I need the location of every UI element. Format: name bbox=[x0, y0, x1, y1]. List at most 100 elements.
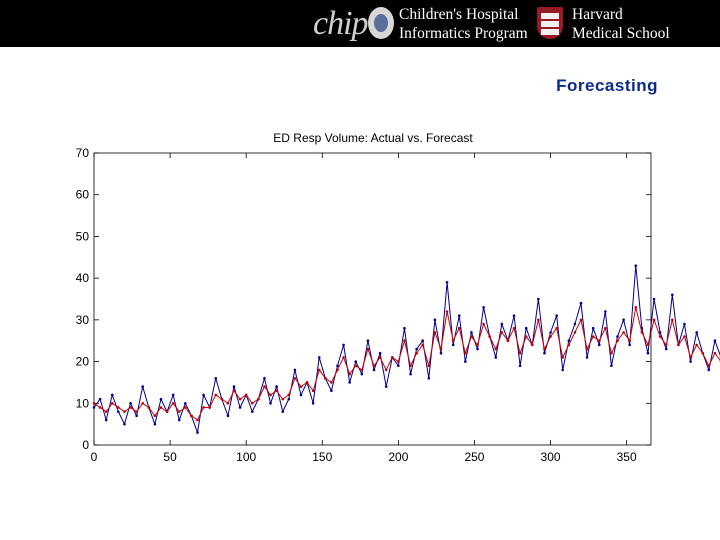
data-point-actual bbox=[135, 414, 138, 418]
y-tick-label: 70 bbox=[76, 146, 90, 160]
data-point-actual bbox=[494, 356, 498, 359]
slide-title: Forecasting bbox=[556, 76, 658, 95]
data-point-forecast bbox=[445, 310, 449, 313]
data-point-actual bbox=[263, 376, 266, 380]
data-point-forecast bbox=[591, 335, 595, 338]
data-point-actual bbox=[98, 397, 102, 401]
y-tick-label: 10 bbox=[76, 396, 90, 410]
data-point-actual bbox=[104, 418, 108, 422]
data-point-actual bbox=[354, 360, 358, 363]
plot-frame bbox=[93, 152, 652, 446]
data-point-actual bbox=[573, 322, 577, 326]
data-point-actual bbox=[610, 364, 613, 368]
y-tick-label: 20 bbox=[76, 355, 90, 369]
data-point-actual bbox=[403, 326, 406, 330]
data-point-forecast bbox=[476, 343, 479, 347]
data-point-forecast bbox=[482, 322, 485, 326]
data-point-forecast bbox=[634, 306, 638, 309]
data-point-forecast bbox=[147, 406, 151, 409]
data-point-forecast bbox=[98, 406, 102, 409]
data-point-actual bbox=[555, 314, 558, 317]
data-point-actual bbox=[159, 397, 163, 401]
data-point-forecast bbox=[317, 368, 321, 372]
data-point-actual bbox=[518, 364, 522, 368]
data-point-actual bbox=[464, 360, 467, 363]
data-point-actual bbox=[451, 343, 455, 347]
data-point-actual bbox=[250, 410, 254, 413]
harvard-name-line1: Harvard bbox=[572, 6, 623, 23]
data-point-forecast bbox=[92, 401, 96, 405]
data-point-actual bbox=[153, 422, 157, 426]
data-point-actual bbox=[232, 385, 236, 388]
data-point-forecast bbox=[506, 339, 510, 343]
y-tick-label: 30 bbox=[76, 313, 90, 327]
data-point-forecast bbox=[713, 351, 717, 355]
data-point-forecast bbox=[384, 368, 388, 372]
data-point-actual bbox=[549, 331, 552, 334]
data-point-forecast bbox=[427, 364, 431, 368]
data-point-forecast bbox=[165, 410, 169, 413]
data-point-actual bbox=[622, 318, 625, 322]
data-point-forecast bbox=[330, 381, 333, 384]
data-point-forecast bbox=[171, 401, 175, 405]
data-point-forecast bbox=[695, 343, 698, 347]
data-point-actual bbox=[439, 351, 443, 355]
data-point-actual bbox=[616, 335, 619, 338]
data-point-actual bbox=[512, 314, 516, 317]
data-point-forecast bbox=[324, 376, 327, 380]
data-point-forecast bbox=[677, 343, 680, 347]
data-point-forecast bbox=[208, 406, 211, 409]
data-point-forecast bbox=[707, 364, 711, 368]
data-point-forecast bbox=[652, 318, 656, 322]
data-point-forecast bbox=[530, 343, 534, 347]
data-point-actual bbox=[238, 406, 242, 409]
data-point-forecast bbox=[512, 326, 516, 330]
data-point-forecast bbox=[561, 356, 565, 359]
data-point-forecast bbox=[567, 343, 571, 347]
data-point-actual bbox=[664, 347, 668, 351]
data-point-forecast bbox=[439, 347, 443, 351]
data-point-actual bbox=[366, 339, 370, 343]
data-point-forecast bbox=[250, 401, 254, 405]
data-point-actual bbox=[695, 331, 698, 334]
data-point-forecast bbox=[299, 385, 303, 388]
data-point-actual bbox=[348, 381, 351, 384]
data-point-forecast bbox=[366, 347, 370, 351]
chart-title: ED Resp Volume: Actual vs. Forecast bbox=[273, 131, 473, 145]
data-point-actual bbox=[658, 331, 662, 334]
data-point-actual bbox=[110, 393, 114, 397]
data-point-forecast bbox=[190, 414, 193, 418]
data-point-actual bbox=[579, 301, 583, 305]
data-point-actual bbox=[585, 356, 589, 359]
data-point-actual bbox=[671, 293, 674, 297]
data-point-forecast bbox=[689, 356, 692, 359]
data-point-forecast bbox=[451, 339, 455, 343]
chip-name-line1: Children's Hospital bbox=[399, 6, 519, 23]
data-point-forecast bbox=[537, 318, 540, 322]
data-point-actual bbox=[683, 322, 686, 326]
data-point-actual bbox=[409, 372, 412, 376]
data-point-forecast bbox=[123, 410, 126, 413]
data-point-forecast bbox=[415, 351, 418, 355]
data-point-forecast bbox=[220, 397, 224, 401]
header-banner: chip Children's Hospital Informatics Pro… bbox=[0, 0, 720, 47]
data-point-actual bbox=[445, 281, 449, 284]
data-point-forecast bbox=[579, 318, 583, 322]
data-point-forecast bbox=[342, 356, 345, 359]
data-point-actual bbox=[196, 431, 199, 434]
data-point-actual bbox=[311, 401, 315, 405]
data-point-forecast bbox=[232, 389, 236, 393]
data-point-actual bbox=[397, 364, 400, 368]
data-point-forecast bbox=[238, 397, 242, 401]
data-point-actual bbox=[141, 385, 144, 388]
data-point-actual bbox=[293, 368, 297, 372]
data-point-actual bbox=[457, 314, 461, 317]
data-point-forecast bbox=[585, 347, 589, 351]
data-point-actual bbox=[360, 372, 364, 376]
data-point-forecast bbox=[409, 364, 412, 368]
data-point-forecast bbox=[153, 414, 157, 418]
data-point-forecast bbox=[470, 335, 473, 338]
data-point-actual bbox=[342, 343, 345, 347]
data-point-forecast bbox=[202, 406, 205, 409]
